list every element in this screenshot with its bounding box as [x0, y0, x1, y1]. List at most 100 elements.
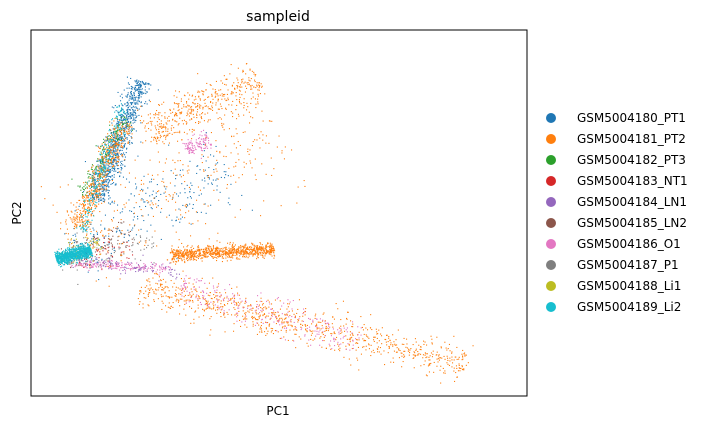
scatter-point — [204, 134, 206, 136]
scatter-point — [209, 108, 211, 110]
scatter-point — [388, 347, 390, 349]
scatter-point — [299, 316, 301, 318]
scatter-point — [270, 331, 272, 333]
scatter-point — [206, 249, 208, 251]
scatter-point — [276, 298, 278, 300]
scatter-point — [119, 247, 121, 249]
scatter-point — [262, 315, 264, 317]
scatter-point — [115, 264, 117, 266]
scatter-point — [378, 340, 380, 342]
scatter-point — [84, 194, 86, 196]
scatter-point — [79, 210, 81, 212]
scatter-point — [218, 256, 220, 258]
scatter-point — [309, 326, 311, 328]
scatter-point — [202, 308, 204, 310]
scatter-point — [350, 337, 352, 339]
scatter-point — [412, 354, 414, 356]
scatter-point — [223, 251, 225, 253]
scatter-point — [164, 117, 166, 119]
scatter-point — [174, 103, 176, 105]
scatter-point — [224, 98, 226, 100]
scatter-point — [76, 269, 78, 271]
scatter-point — [135, 102, 137, 104]
scatter-point — [273, 252, 275, 254]
scatter-point — [90, 208, 92, 210]
scatter-point — [130, 136, 132, 138]
scatter-point — [132, 227, 134, 229]
scatter-point — [97, 262, 99, 264]
scatter-point — [86, 228, 88, 230]
scatter-point — [220, 254, 222, 256]
chart-title: sampleid — [246, 9, 310, 25]
scatter-point — [110, 144, 112, 146]
scatter-point — [89, 194, 91, 196]
scatter-point — [124, 133, 126, 135]
scatter-point — [247, 310, 249, 312]
scatter-point — [112, 265, 114, 267]
scatter-point — [93, 184, 95, 186]
scatter-point — [195, 250, 197, 252]
scatter-point — [170, 305, 172, 307]
scatter-point — [236, 302, 238, 304]
scatter-point — [134, 111, 136, 113]
scatter-point — [259, 331, 261, 333]
scatter-point — [253, 246, 255, 248]
scatter-point — [371, 329, 373, 331]
scatter-point — [348, 344, 350, 346]
scatter-point — [135, 188, 137, 190]
scatter-point — [396, 347, 398, 349]
scatter-point — [451, 359, 453, 361]
scatter-point — [404, 350, 406, 352]
scatter-point — [275, 323, 277, 325]
scatter-point — [347, 311, 349, 313]
scatter-point — [140, 102, 142, 104]
scatter-point — [135, 89, 137, 91]
scatter-point — [263, 257, 265, 259]
scatter-point — [221, 308, 223, 310]
scatter-point — [104, 155, 106, 157]
scatter-point — [100, 161, 102, 163]
scatter-point — [324, 330, 326, 332]
scatter-point — [107, 171, 109, 173]
scatter-point — [206, 247, 208, 249]
scatter-point — [148, 99, 150, 101]
scatter-point — [241, 194, 243, 196]
scatter-point — [101, 180, 103, 182]
scatter-point — [314, 338, 316, 340]
scatter-point — [117, 243, 119, 245]
scatter-point — [90, 189, 92, 191]
scatter-point — [91, 196, 93, 198]
scatter-point — [233, 296, 235, 298]
scatter-point — [91, 212, 93, 214]
scatter-point — [198, 316, 200, 318]
scatter-point — [225, 246, 227, 248]
scatter-point — [180, 253, 182, 255]
scatter-point — [121, 141, 123, 143]
scatter-point — [155, 263, 157, 265]
scatter-point — [93, 264, 95, 266]
scatter-point — [193, 99, 195, 101]
scatter-point — [431, 342, 433, 344]
scatter-point — [249, 309, 251, 311]
scatter-point — [96, 160, 98, 162]
scatter-point — [438, 355, 440, 357]
scatter-point — [87, 170, 89, 172]
scatter-point — [267, 243, 269, 245]
scatter-point — [207, 248, 209, 250]
scatter-point — [198, 296, 200, 298]
scatter-point — [384, 364, 386, 366]
scatter-point — [115, 152, 117, 154]
scatter-point — [190, 259, 192, 261]
scatter-point — [294, 326, 296, 328]
scatter-point — [103, 162, 105, 164]
scatter-point — [248, 253, 250, 255]
scatter-point — [189, 196, 191, 198]
scatter-point — [109, 267, 111, 269]
scatter-point — [126, 148, 128, 150]
scatter-point — [192, 145, 194, 147]
scatter-point — [95, 170, 97, 172]
scatter-point — [75, 223, 77, 225]
scatter-point — [102, 188, 104, 190]
scatter-point — [192, 254, 194, 256]
scatter-point — [231, 93, 233, 95]
